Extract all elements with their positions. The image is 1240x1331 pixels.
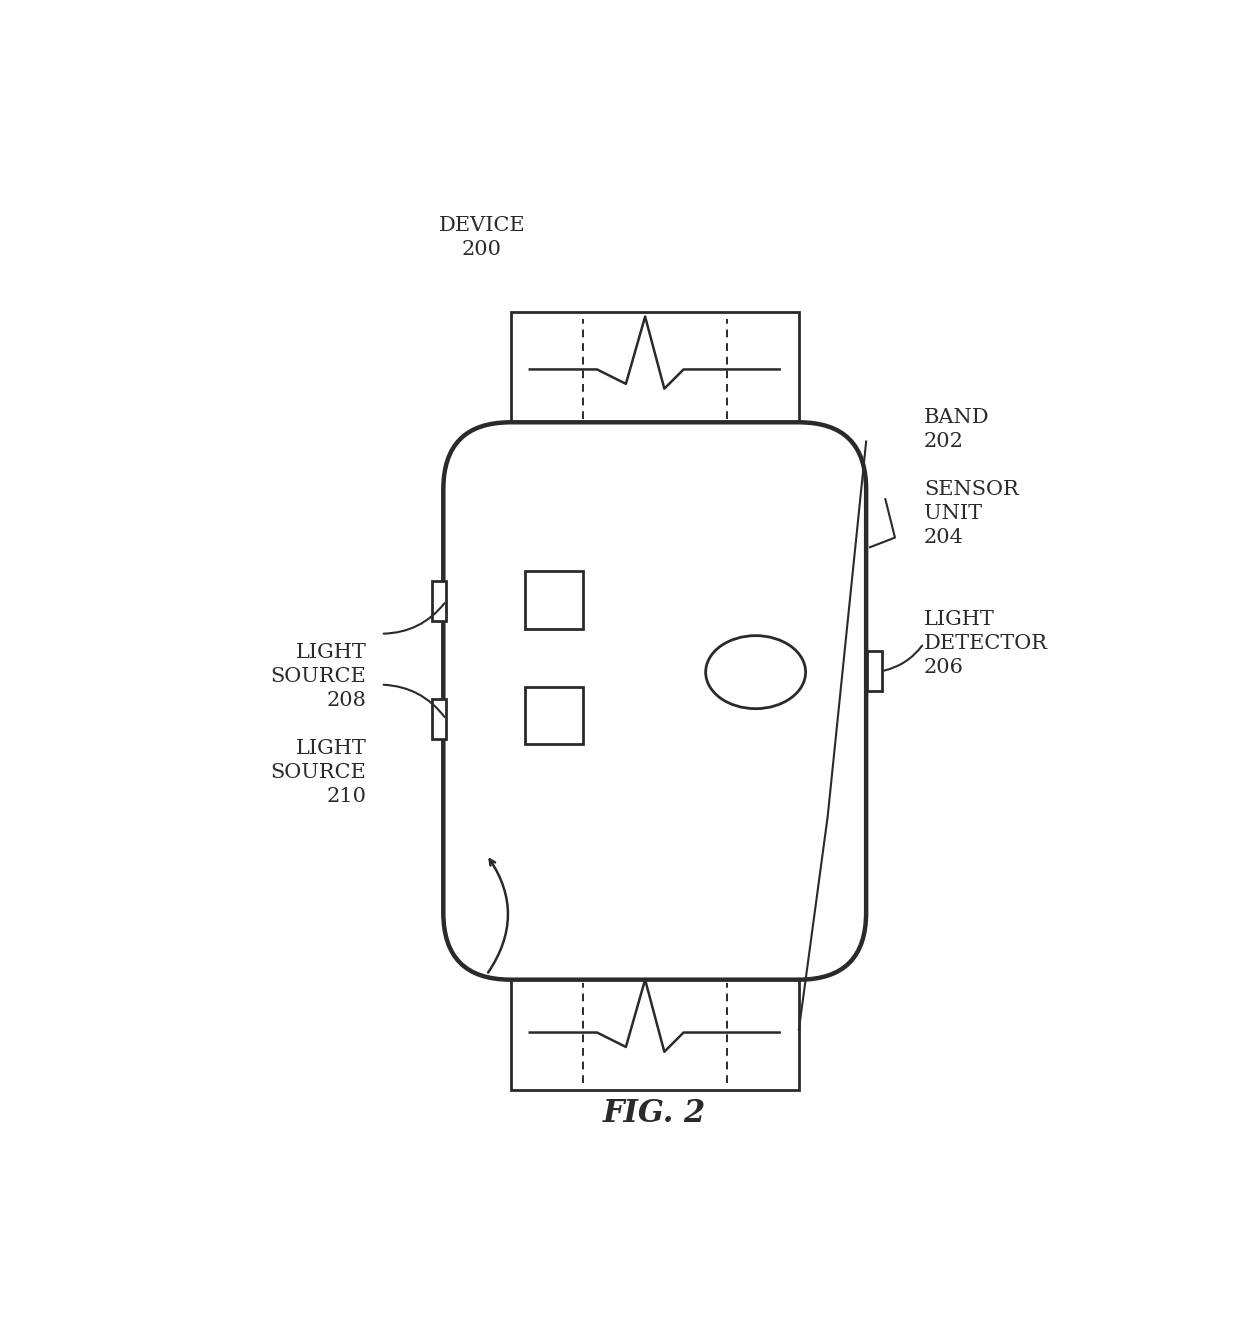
Bar <box>525 687 583 744</box>
Bar <box>511 311 799 427</box>
Text: LIGHT: LIGHT <box>924 610 994 628</box>
Text: FIG. 2: FIG. 2 <box>603 1098 707 1129</box>
Ellipse shape <box>706 636 806 708</box>
Text: UNIT: UNIT <box>924 504 982 523</box>
Text: 200: 200 <box>461 240 502 258</box>
Bar <box>511 974 799 1090</box>
Bar <box>867 651 882 691</box>
FancyBboxPatch shape <box>444 422 866 980</box>
Text: SENSOR: SENSOR <box>924 480 1018 499</box>
Text: LIGHT: LIGHT <box>295 643 367 663</box>
Text: 210: 210 <box>326 788 367 807</box>
Bar <box>432 699 446 740</box>
Bar <box>525 571 583 630</box>
Text: BAND: BAND <box>924 407 990 427</box>
Text: SOURCE: SOURCE <box>270 667 367 687</box>
Text: 208: 208 <box>326 691 367 711</box>
Text: DEVICE: DEVICE <box>439 216 525 234</box>
Text: LIGHT: LIGHT <box>295 740 367 759</box>
Text: 202: 202 <box>924 431 963 451</box>
Text: 206: 206 <box>924 658 963 676</box>
Text: SOURCE: SOURCE <box>270 764 367 783</box>
Text: DETECTOR: DETECTOR <box>924 634 1048 652</box>
Bar <box>432 580 446 622</box>
Text: 204: 204 <box>924 528 963 547</box>
